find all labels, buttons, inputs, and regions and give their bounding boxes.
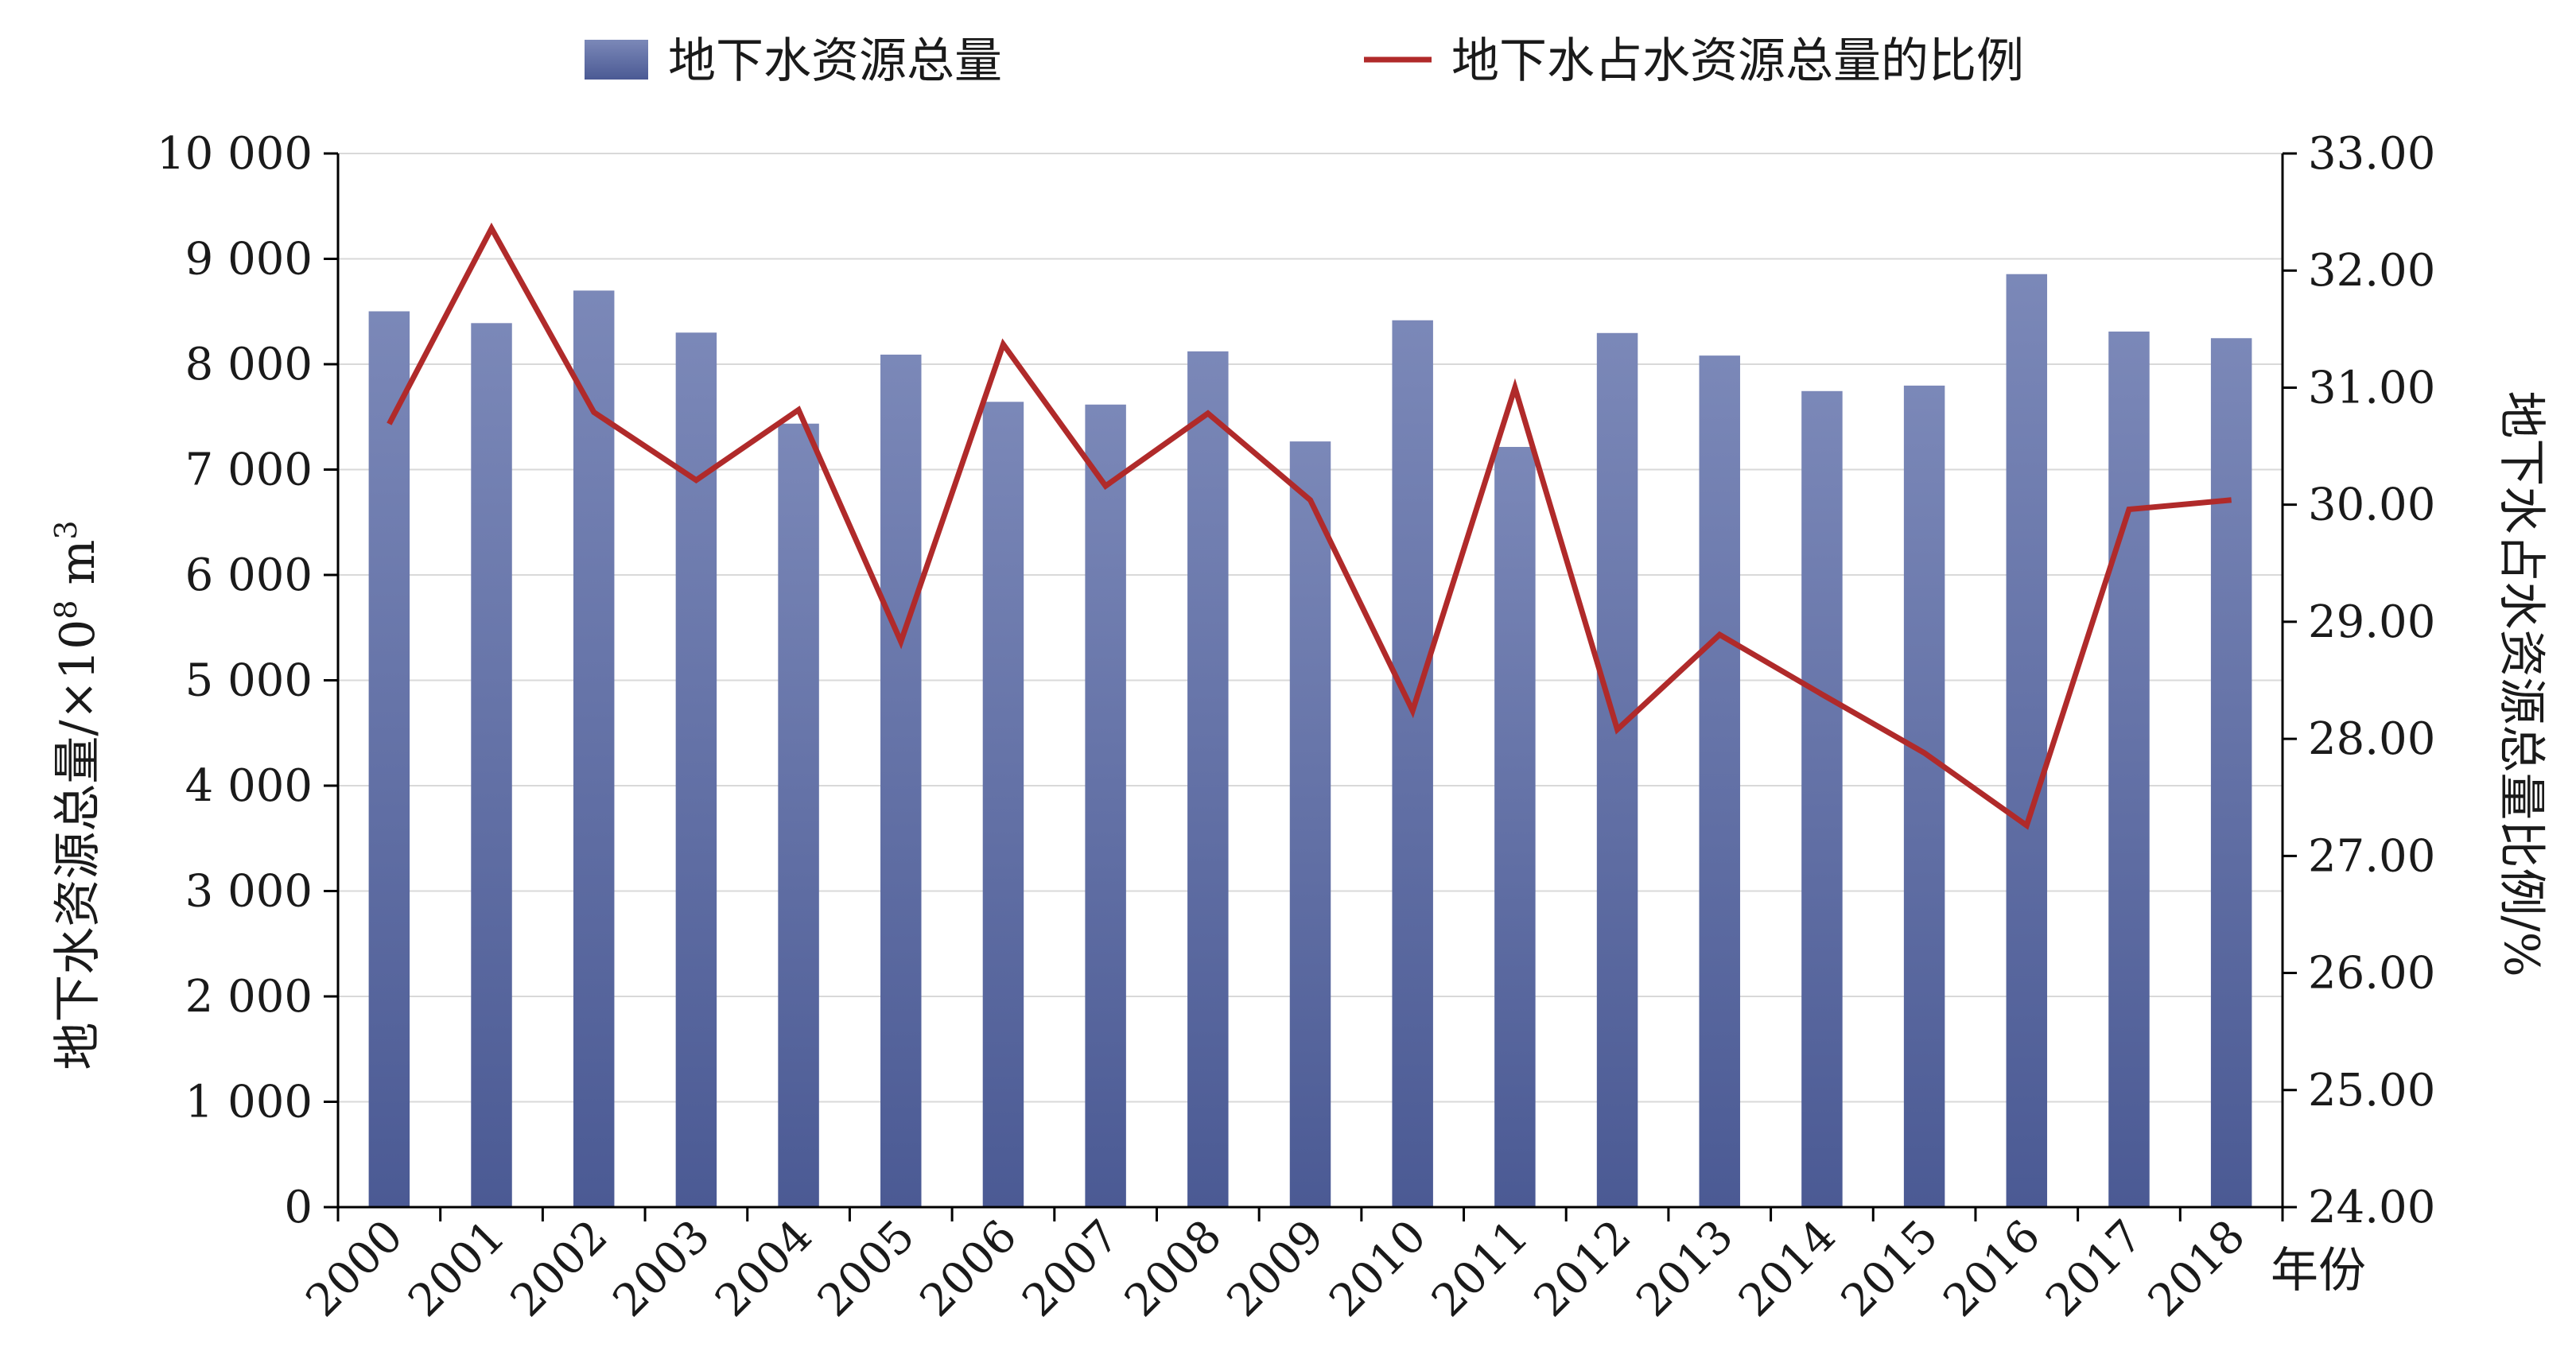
left-axis-title-unit: m: [50, 540, 106, 600]
legend: 地下水资源总量 地下水占水资源总量的比例: [585, 33, 2024, 89]
x-axis-tick-label: 2011: [1422, 1210, 1539, 1327]
x-axis-tick-label: 2014: [1729, 1210, 1846, 1327]
bar: [1801, 390, 1843, 1208]
bar: [675, 332, 717, 1207]
bar: [1392, 320, 1433, 1207]
left-axis-title-exp: 8: [49, 600, 84, 619]
bar-series: [368, 274, 2252, 1208]
line-series: [387, 222, 2232, 830]
right-axis-title: 地下水占水资源总量比例/%: [2493, 390, 2549, 977]
x-axis-tick-label: 2015: [1832, 1210, 1949, 1327]
x-axis-tick-labels: 2000200120022003200420052006200720082009…: [297, 1210, 2255, 1327]
legend-bar-label: 地下水资源总量: [668, 33, 1002, 89]
x-axis-tick-label: 2017: [2036, 1210, 2153, 1327]
x-axis-tick-label: 2002: [501, 1210, 618, 1327]
x-axis-tick-label: 2004: [705, 1210, 822, 1327]
left-axis-tick-label: 1 000: [185, 1077, 313, 1128]
right-axis-tick-label: 29.00: [2308, 596, 2435, 648]
x-axis-tick-label: 2010: [1319, 1210, 1436, 1327]
bar: [2210, 338, 2252, 1208]
left-axis-tick-label: 3 000: [185, 866, 313, 918]
axes: [324, 152, 2297, 1221]
left-axis-tick-label: 8 000: [185, 339, 313, 390]
bar: [1903, 385, 1945, 1208]
bar: [2006, 274, 2048, 1207]
left-axis-tick-label: 5 000: [185, 655, 313, 707]
ratio-line: [387, 222, 2232, 830]
right-axis-tick-label: 31.00: [2308, 362, 2435, 414]
left-axis-tick-label: 10 000: [157, 128, 313, 180]
x-axis-tick-label: 2018: [2139, 1210, 2255, 1327]
left-axis-tick-labels: 0 1 000 2 000 3 000 4 000 5 000 6 000 7 000 8 00…: [157, 128, 313, 1233]
right-axis-tick-label: 27.00: [2308, 830, 2435, 882]
bar: [1085, 404, 1126, 1207]
left-axis-tick-label: 6 000: [185, 549, 313, 601]
right-axis-tick-label: 25.00: [2308, 1065, 2435, 1116]
legend-bar-swatch: [585, 40, 648, 80]
left-axis-tick-label: 9 000: [185, 234, 313, 285]
bar: [1289, 441, 1331, 1207]
x-axis-tick-label: 2001: [398, 1210, 515, 1327]
bar: [880, 354, 922, 1207]
x-axis-tick-label: 2016: [1933, 1210, 2050, 1327]
x-axis-tick-label: 2006: [911, 1210, 1028, 1327]
legend-line-label: 地下水占水资源总量的比例: [1451, 33, 2024, 89]
x-axis-tick-label: 2003: [604, 1210, 721, 1327]
x-axis-tick-label: 2005: [808, 1210, 925, 1327]
x-axis-title: 年份: [2271, 1243, 2366, 1299]
bar: [1596, 332, 1638, 1207]
right-axis-tick-label: 32.00: [2308, 245, 2435, 297]
x-axis-tick-label: 2008: [1115, 1210, 1232, 1327]
left-axis-tick-label: 4 000: [185, 760, 313, 812]
bar: [573, 290, 615, 1207]
x-axis-tick-label: 2000: [297, 1210, 414, 1327]
bar: [982, 402, 1024, 1207]
left-axis-tick-label: 7 000: [185, 445, 313, 496]
bar: [1187, 351, 1229, 1208]
x-axis-tick-label: 2009: [1218, 1210, 1335, 1327]
bar: [2108, 331, 2150, 1207]
right-axis-tick-labels: 24.00 25.00 26.00 27.00 28.00 29.00 30.00 31.00…: [2308, 128, 2435, 1233]
right-axis-tick-label: 28.00: [2308, 713, 2435, 765]
bar: [1494, 447, 1536, 1207]
bar: [1699, 355, 1740, 1207]
bar: [368, 311, 410, 1207]
left-axis-tick-label: 0: [284, 1182, 313, 1233]
left-axis-title: 地下水资源总量/×108 m3: [49, 520, 106, 1070]
right-axis-tick-label: 30.00: [2308, 480, 2435, 531]
x-axis-tick-label: 2012: [1525, 1210, 1642, 1327]
x-axis-tick-label: 2007: [1012, 1210, 1129, 1327]
right-axis-tick-label: 33.00: [2308, 128, 2435, 180]
left-axis-tick-label: 2 000: [185, 971, 313, 1023]
left-axis-title-main: 地下水资源总量/×10: [50, 619, 106, 1070]
left-axis-title-unit-exp: 3: [49, 520, 84, 539]
right-axis-tick-label: 26.00: [2308, 948, 2435, 1000]
x-axis-tick-label: 2013: [1626, 1210, 1743, 1327]
bar: [471, 323, 512, 1208]
bar: [778, 423, 819, 1207]
right-axis-tick-label: 24.00: [2308, 1182, 2435, 1233]
